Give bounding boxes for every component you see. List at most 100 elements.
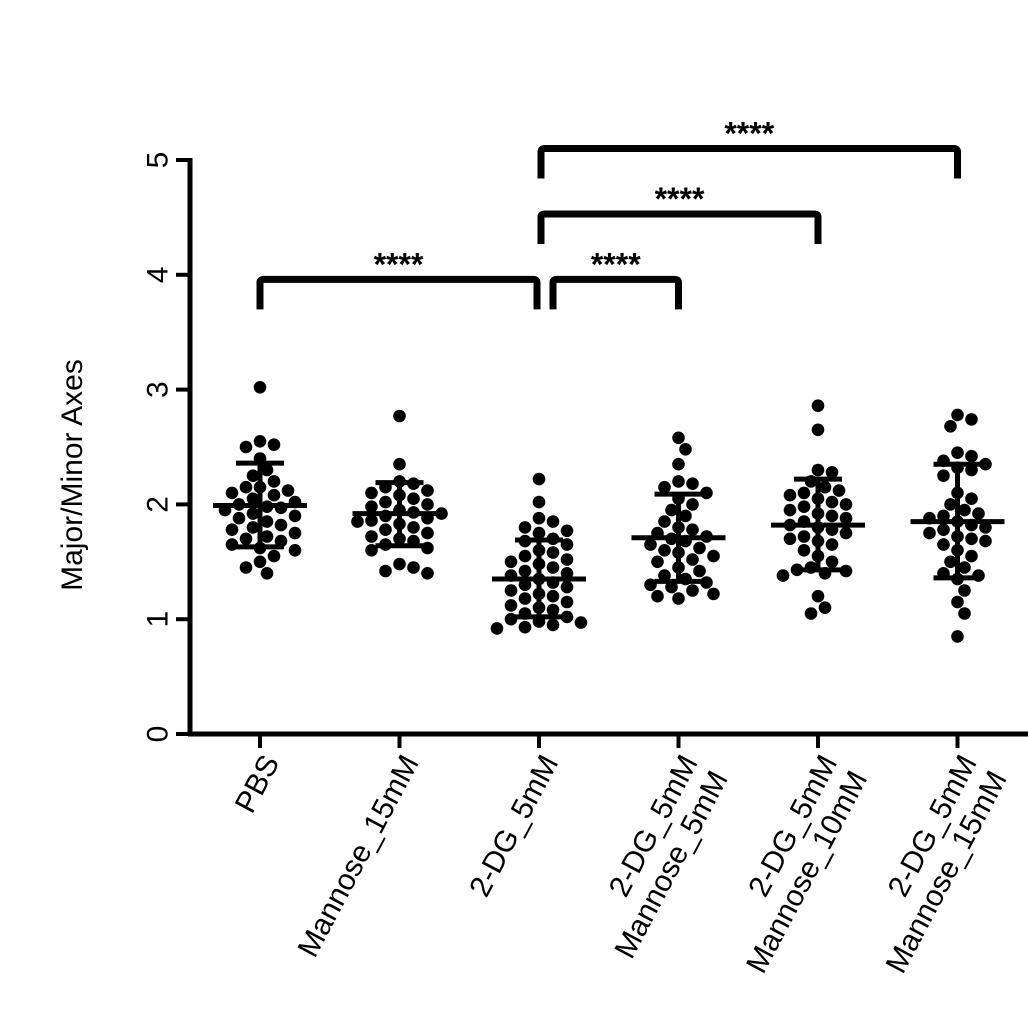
data-point [560,610,574,624]
data-point [951,630,964,643]
data-point [965,449,978,463]
data-point [421,498,434,511]
x-tick-label-line: 2-DG_5mM [463,750,565,902]
data-point [518,620,532,634]
data-point [246,507,260,520]
data-point [365,530,378,543]
data-point [923,526,936,540]
data-point [839,526,853,540]
data-point [944,498,957,511]
y-tick-label: 1 [142,611,175,628]
y-tick-label: 3 [142,381,175,398]
data-point [546,561,560,574]
data-point [644,538,657,551]
data-point [225,486,239,500]
data-point [818,601,832,614]
x-tick-label: 2-DG_5mMMannose_5mM [578,750,734,964]
data-point [253,435,267,448]
data-point [239,440,253,454]
data-point [665,580,678,594]
data-point [574,616,588,629]
data-point [365,500,378,513]
data-point [532,472,546,486]
data-point [839,511,853,525]
data-point [365,544,378,557]
data-point [532,511,546,525]
data-point [658,480,671,494]
data-point [504,612,518,626]
data-point [937,469,950,483]
axes: 0 1 2 3 4 5 [142,152,1028,748]
data-point [818,480,832,494]
data-point [776,569,790,582]
data-point [686,523,699,536]
y-tick-label: 2 [142,496,175,513]
data-point [811,463,825,477]
y-tick-label: 5 [142,152,175,169]
data-point [672,457,685,471]
data-point [665,503,678,517]
data-point [288,544,302,557]
data-point [267,549,281,563]
data-point [546,546,560,559]
data-point [958,607,971,620]
significance-bracket [537,210,822,244]
data-point [658,544,671,557]
significance-label: **** [655,181,705,217]
data-point [225,538,239,551]
data-point [407,561,420,574]
data-point [393,457,406,471]
data-point [979,534,992,548]
data-point [560,524,574,538]
data-point [560,595,574,609]
data-point [239,532,253,546]
data-point [546,618,560,632]
data-point [260,463,274,477]
mean-sd-bars [213,460,1005,620]
data-point [672,592,685,605]
data-point [288,526,302,540]
data-point [518,592,532,605]
data-point [644,578,657,592]
data-point [232,511,246,525]
data-point [965,492,978,506]
data-point [693,564,706,578]
data-point [421,484,434,497]
data-point [811,589,825,603]
data-point [679,509,692,523]
data-point [951,446,964,460]
data-point [839,564,853,578]
data-point [560,553,574,566]
data-point [393,557,406,571]
data-point [783,488,797,502]
data-point [965,463,978,477]
data-point [490,622,504,635]
data-point [825,495,839,509]
data-point [804,607,818,620]
data-point [958,561,971,574]
data-point [546,603,560,617]
data-point [700,486,713,500]
x-tick-label: Mannose_15mM [292,750,426,963]
data-point [707,587,720,601]
significance-brackets: **** **** **** **** [256,116,961,310]
data-point [797,544,811,557]
data-point [239,480,253,494]
data-point [246,492,260,506]
data-point [518,578,532,592]
data-point [274,518,288,532]
data-point [811,399,825,413]
significance-bracket [256,275,541,310]
x-tick-label: 2-DG_5mMMannose_10mM [710,750,874,979]
data-point [658,515,671,528]
data-point [246,469,260,483]
data-point [686,553,699,566]
data-point [944,555,957,569]
data-point [407,492,420,506]
data-point [797,530,811,543]
data-point [783,532,797,546]
data-point [700,576,713,589]
data-point [783,503,797,517]
data-point [518,564,532,578]
x-tick-label-line: PBS [229,750,286,818]
